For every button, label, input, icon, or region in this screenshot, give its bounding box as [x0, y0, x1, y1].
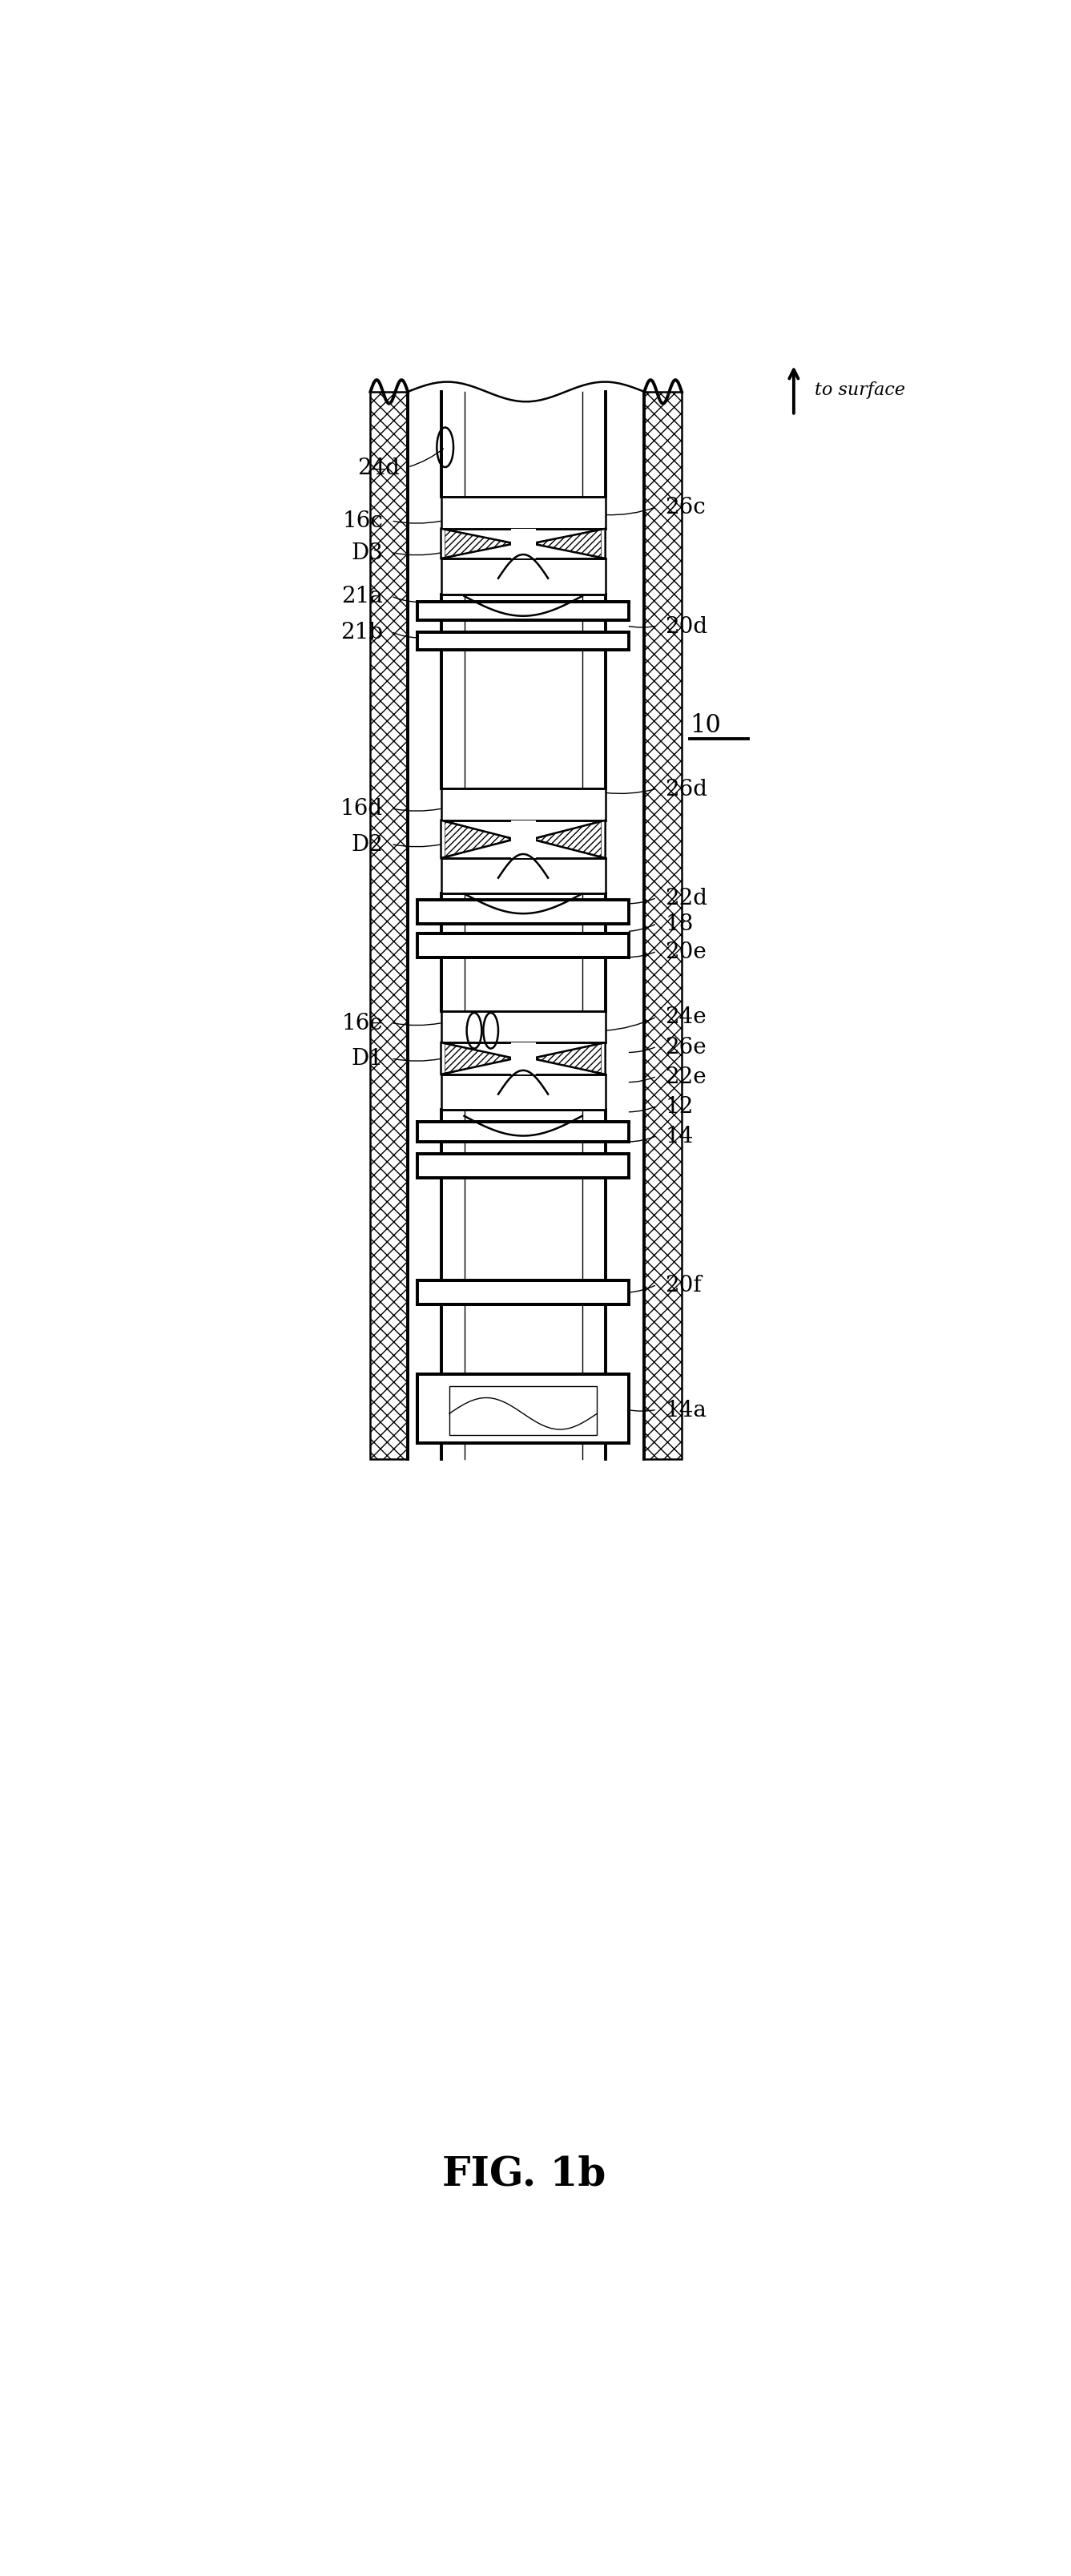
Text: 24d: 24d: [357, 456, 399, 479]
Text: 22d: 22d: [665, 886, 708, 909]
Text: 16e: 16e: [342, 1012, 383, 1033]
Bar: [441, 559, 605, 595]
Text: D2: D2: [351, 835, 383, 855]
Bar: [645, 392, 681, 1461]
Text: 12: 12: [665, 1095, 693, 1118]
Bar: [418, 1280, 629, 1306]
Polygon shape: [441, 822, 515, 858]
Text: 10: 10: [690, 714, 721, 739]
Bar: [511, 528, 536, 559]
Text: 20e: 20e: [665, 940, 707, 963]
Text: D3: D3: [351, 544, 383, 564]
Bar: [441, 1074, 605, 1110]
Bar: [441, 858, 605, 894]
Text: 21b: 21b: [341, 621, 383, 644]
Bar: [441, 788, 605, 822]
Text: D1: D1: [351, 1048, 383, 1069]
Bar: [441, 1012, 605, 1043]
Bar: [418, 1373, 629, 1443]
Bar: [418, 1123, 629, 1141]
Polygon shape: [531, 822, 605, 858]
Text: 26c: 26c: [665, 497, 706, 518]
Text: FIG. 1b: FIG. 1b: [442, 2154, 606, 2192]
Bar: [441, 497, 605, 528]
Text: to surface: to surface: [814, 381, 905, 399]
Bar: [418, 1154, 629, 1177]
Text: 20d: 20d: [665, 616, 708, 636]
Text: 20f: 20f: [665, 1275, 702, 1296]
Polygon shape: [441, 528, 515, 559]
Text: 26d: 26d: [665, 778, 708, 801]
Text: 16d: 16d: [341, 799, 383, 819]
Text: 14a: 14a: [665, 1399, 707, 1422]
Text: 22e: 22e: [665, 1066, 707, 1087]
Bar: [418, 935, 629, 958]
Polygon shape: [531, 1043, 605, 1074]
Bar: [450, 1386, 597, 1435]
Text: 14: 14: [665, 1126, 693, 1146]
Polygon shape: [531, 528, 605, 559]
Text: 26e: 26e: [665, 1036, 707, 1059]
Bar: [511, 1043, 536, 1074]
Bar: [371, 392, 408, 1461]
Bar: [418, 899, 629, 925]
Text: 24e: 24e: [665, 1007, 707, 1028]
Text: 18: 18: [665, 914, 693, 935]
Text: 21a: 21a: [342, 585, 383, 608]
Bar: [418, 634, 629, 649]
Text: 16c: 16c: [342, 510, 383, 533]
Bar: [511, 822, 536, 858]
Bar: [418, 603, 629, 621]
Polygon shape: [441, 1043, 515, 1074]
